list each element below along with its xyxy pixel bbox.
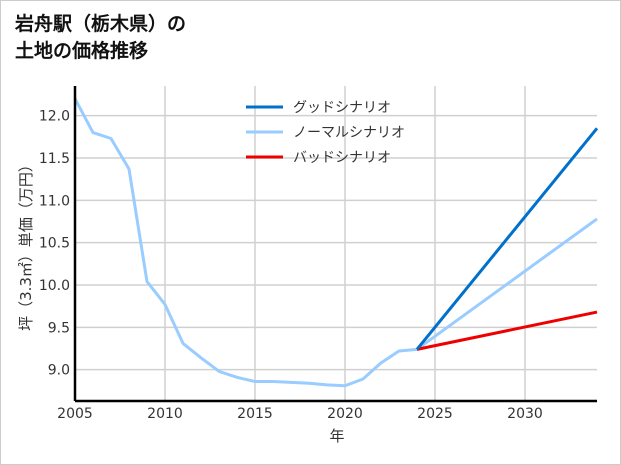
legend-label: グッドシナリオ (293, 100, 391, 116)
x-tick-label: 2020 (327, 406, 363, 422)
y-tick-label: 9.5 (48, 320, 70, 336)
x-axis-label: 年 (329, 427, 344, 445)
x-tick-label: 2005 (57, 406, 93, 422)
x-tick-label: 2010 (147, 406, 183, 422)
title-line-2: 土地の価格推移 (15, 40, 149, 62)
series-line-1 (415, 127, 599, 351)
title-line-1: 岩舟駅（栃木県）の (15, 13, 187, 35)
chart-title: 岩舟駅（栃木県）の 土地の価格推移 (15, 11, 186, 65)
legend-label: ノーマルシナリオ (293, 125, 405, 141)
series-line-3 (416, 310, 598, 351)
x-tick-label: 2025 (417, 406, 453, 422)
y-axis-label: 坪（3.3㎡）単価（万円） (17, 157, 35, 331)
y-tick-label: 10.5 (39, 236, 70, 252)
y-tick-label: 12.0 (39, 109, 70, 125)
x-tick-label: 2030 (507, 406, 543, 422)
y-tick-label: 11.5 (39, 151, 70, 167)
y-tick-label: 9.0 (48, 363, 70, 379)
legend-label: バッドシナリオ (293, 150, 391, 166)
series-line-2 (73, 97, 598, 388)
y-tick-label: 11.0 (39, 193, 70, 209)
x-tick-label: 2015 (237, 406, 273, 422)
y-tick-label: 10.0 (39, 278, 70, 294)
